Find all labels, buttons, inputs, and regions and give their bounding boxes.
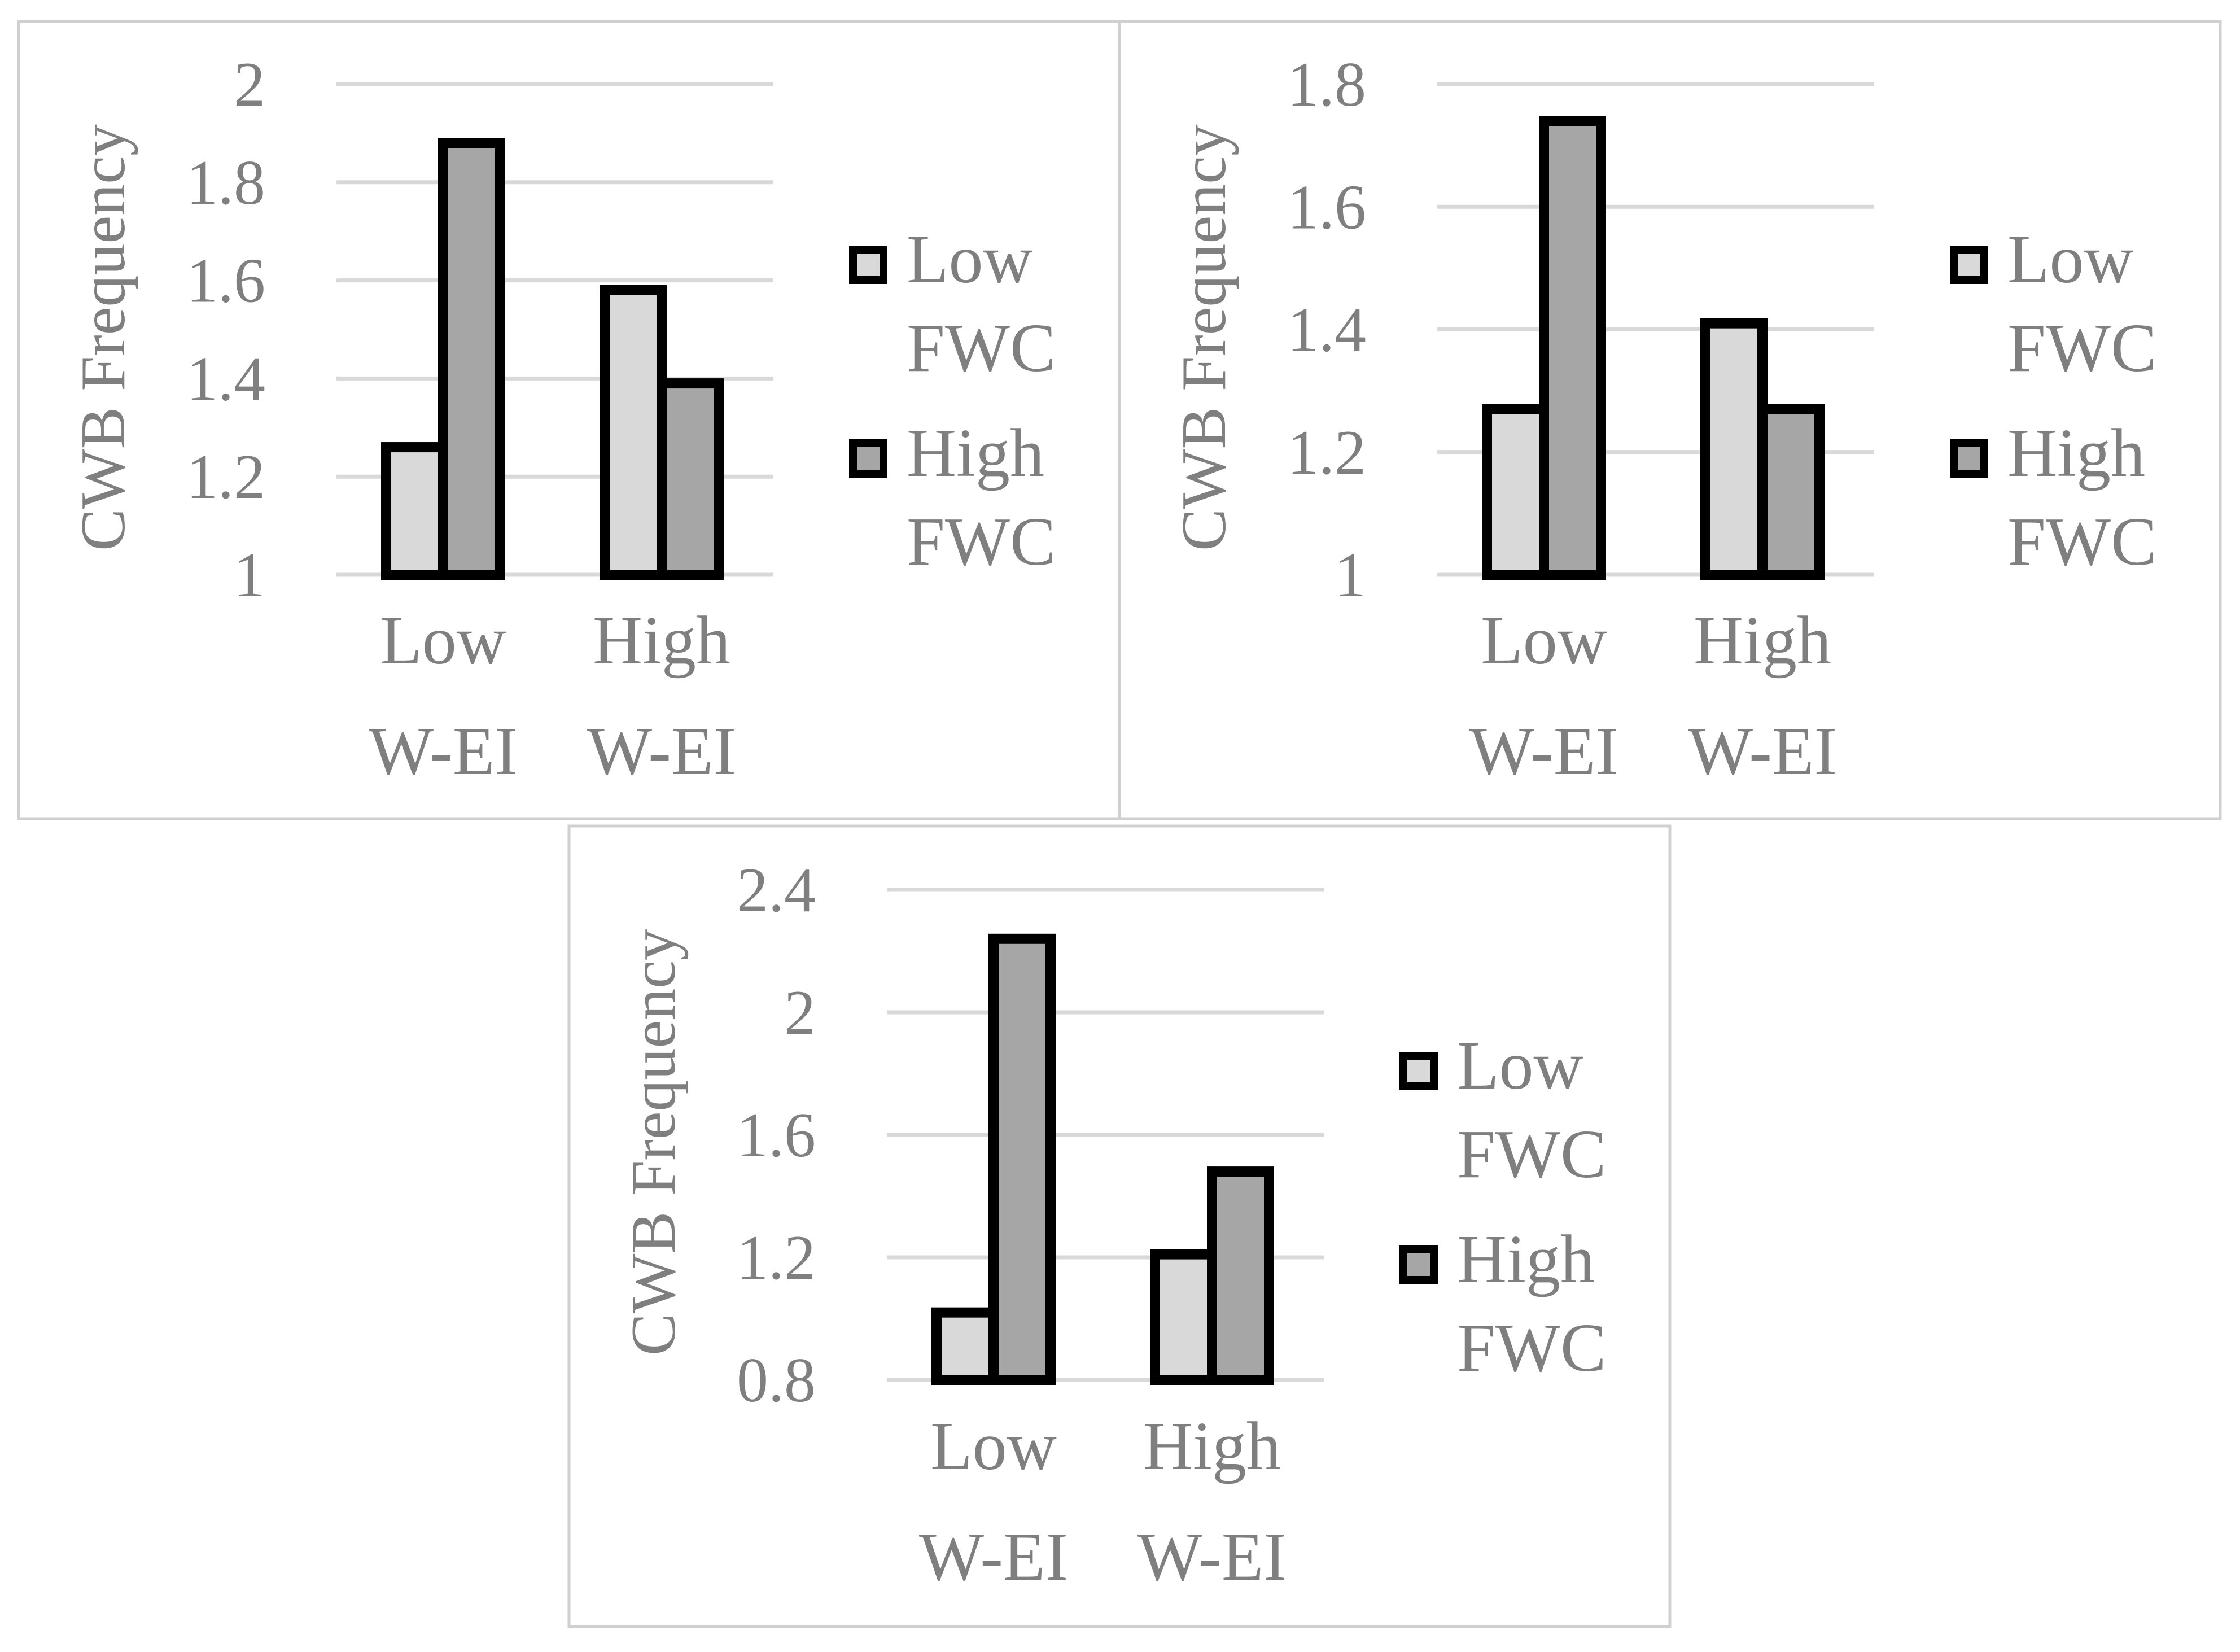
panel-frame xyxy=(567,824,1672,1628)
bar-low-fwc-low-wei xyxy=(381,442,448,580)
bar-high-fwc-low-wei xyxy=(1539,116,1606,580)
x-category-label: High xyxy=(1143,1408,1281,1484)
legend-label: FWC xyxy=(2007,310,2156,386)
bar-low-fwc-low-wei xyxy=(931,1307,999,1385)
chart-panel-2: 1 1.2 1.4 1.6 1.8 CWB Frequency Low W-EI High W-E… xyxy=(1118,20,2222,820)
y-axis-label: CWB Frequency xyxy=(1169,124,1239,551)
chart-panel-3: 0.8 1.2 1.6 2 2.4 CWB Frequency Low W-EI High W-E… xyxy=(567,824,1672,1628)
bar-low-fwc-low-wei xyxy=(1482,404,1549,580)
y-tick-label: 2 xyxy=(234,50,265,120)
x-category-label: High xyxy=(593,602,730,679)
y-tick-label: 1.2 xyxy=(186,442,265,512)
y-tick-label: 1.2 xyxy=(1287,418,1366,488)
bar-low-fwc-high-wei xyxy=(1700,318,1768,580)
x-category-label: W-EI xyxy=(1138,1519,1287,1595)
y-tick-label: 1 xyxy=(234,540,265,610)
legend-swatch-low-fwc xyxy=(849,246,887,284)
bar-low-fwc-high-wei xyxy=(600,285,667,580)
panel-frame xyxy=(1118,20,2222,820)
legend-label: Low xyxy=(907,221,1033,298)
legend-swatch-high-fwc xyxy=(1950,439,1988,478)
bar-high-fwc-low-wei xyxy=(988,933,1056,1386)
y-tick-label: 1.8 xyxy=(1287,50,1366,120)
legend-label: Low xyxy=(1457,1028,1583,1104)
legend-label: FWC xyxy=(907,310,1056,386)
y-tick-label: 1 xyxy=(1335,540,1366,610)
chart-panel-1: 1 1.2 1.4 1.6 1.8 2 CWB Frequency Low W-EI High W-… xyxy=(17,20,1121,820)
bar-high-fwc-low-wei xyxy=(438,138,505,580)
y-tick-label: 1.6 xyxy=(737,1100,816,1170)
x-category-label: W-EI xyxy=(369,713,518,789)
legend-swatch-high-fwc xyxy=(849,439,887,478)
y-tick-label: 1.4 xyxy=(186,344,265,414)
legend-label: FWC xyxy=(1457,1310,1606,1386)
legend-swatch-high-fwc xyxy=(1399,1245,1438,1284)
bar-high-fwc-high-wei xyxy=(1757,404,1825,580)
x-category-label: Low xyxy=(380,602,506,679)
y-tick-label: 1.2 xyxy=(737,1223,816,1293)
y-tick-label: 1.6 xyxy=(1287,172,1366,242)
legend-swatch-low-fwc xyxy=(1399,1052,1438,1090)
y-tick-label: 1.6 xyxy=(186,246,265,316)
panel-frame xyxy=(17,20,1121,820)
legend-label: FWC xyxy=(2007,504,2156,580)
y-tick-label: 1.4 xyxy=(1287,295,1366,365)
legend-label: Low xyxy=(2007,221,2134,298)
legend-label: FWC xyxy=(907,504,1056,580)
y-tick-label: 2.4 xyxy=(737,855,816,925)
legend-label: High xyxy=(907,415,1044,491)
y-axis-label: CWB Frequency xyxy=(68,124,138,551)
x-category-label: W-EI xyxy=(587,713,736,789)
legend-label: FWC xyxy=(1457,1116,1606,1192)
x-category-label: High xyxy=(1694,602,1831,679)
legend-label: High xyxy=(1457,1221,1595,1297)
x-category-label: W-EI xyxy=(1688,713,1837,789)
x-category-label: Low xyxy=(1481,602,1607,679)
y-axis-label: CWB Frequency xyxy=(619,929,689,1356)
y-tick-label: 0.8 xyxy=(737,1345,816,1415)
bar-high-fwc-high-wei xyxy=(657,378,724,580)
legend-label: High xyxy=(2007,415,2145,491)
y-tick-label: 1.8 xyxy=(186,148,265,218)
x-category-label: Low xyxy=(930,1408,1057,1484)
bar-low-fwc-high-wei xyxy=(1150,1249,1217,1385)
x-category-label: W-EI xyxy=(1469,713,1618,789)
bar-high-fwc-high-wei xyxy=(1207,1166,1274,1386)
legend-swatch-low-fwc xyxy=(1950,246,1988,284)
x-category-label: W-EI xyxy=(919,1519,1068,1595)
y-tick-label: 2 xyxy=(784,978,816,1048)
